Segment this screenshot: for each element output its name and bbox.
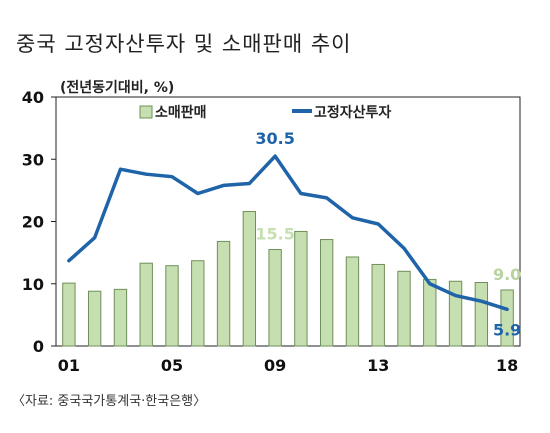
data-label: 9.0	[493, 265, 521, 284]
x-tick-label: 05	[161, 356, 183, 375]
y-tick-label: 30	[22, 150, 44, 169]
y-axis: 0 10 20 30 40	[22, 88, 521, 356]
source-note: 〈자료: 중국국가통계국·한국은행〉	[12, 394, 207, 409]
chart-title: 중국 고정자산투자 및 소매판매 추이	[16, 32, 352, 56]
series-line	[67, 154, 509, 312]
bar	[423, 278, 437, 347]
legend-label-bar: 소매판매	[155, 105, 207, 121]
legend: 소매판매 고정자산투자	[139, 104, 391, 121]
y-tick-label: 40	[22, 88, 44, 107]
bar	[139, 262, 153, 347]
bar	[216, 240, 231, 347]
bar	[113, 288, 128, 347]
legend-swatch-bar	[139, 105, 153, 119]
line-series	[67, 154, 509, 312]
bar	[165, 265, 179, 347]
bar	[474, 282, 489, 347]
bar	[345, 256, 360, 347]
x-axis: 01 05 09 13 18	[58, 356, 518, 375]
bar	[242, 211, 257, 347]
bar	[371, 263, 385, 347]
bar	[191, 260, 205, 347]
x-tick-label: 13	[367, 356, 389, 375]
unit-label: (전년동기대비, %)	[60, 79, 174, 96]
bar	[500, 289, 514, 347]
data-label: 30.5	[255, 129, 294, 148]
y-tick-label: 20	[22, 213, 44, 232]
y-tick-label: 10	[22, 275, 44, 294]
x-tick-label: 09	[264, 356, 286, 375]
bar-series	[62, 211, 514, 347]
data-label: 5.9	[493, 320, 521, 339]
y-tick-label: 0	[33, 337, 44, 356]
bar	[319, 239, 334, 347]
bar	[62, 282, 76, 347]
bar	[397, 270, 411, 347]
bar	[87, 290, 102, 347]
x-tick-label: 01	[58, 356, 80, 375]
data-label: 15.5	[255, 225, 294, 244]
chart-svg: (전년동기대비, %) 0 10 20 30 40 01 05 09 13 18 30.5 15.…	[22, 79, 522, 375]
annotations: 30.5 15.5 9.0 5.9	[255, 129, 521, 339]
bar	[294, 230, 308, 347]
legend-label-line: 고정자산투자	[314, 104, 391, 121]
bar	[268, 249, 282, 347]
x-tick-label: 18	[496, 356, 518, 375]
bar	[448, 280, 463, 347]
